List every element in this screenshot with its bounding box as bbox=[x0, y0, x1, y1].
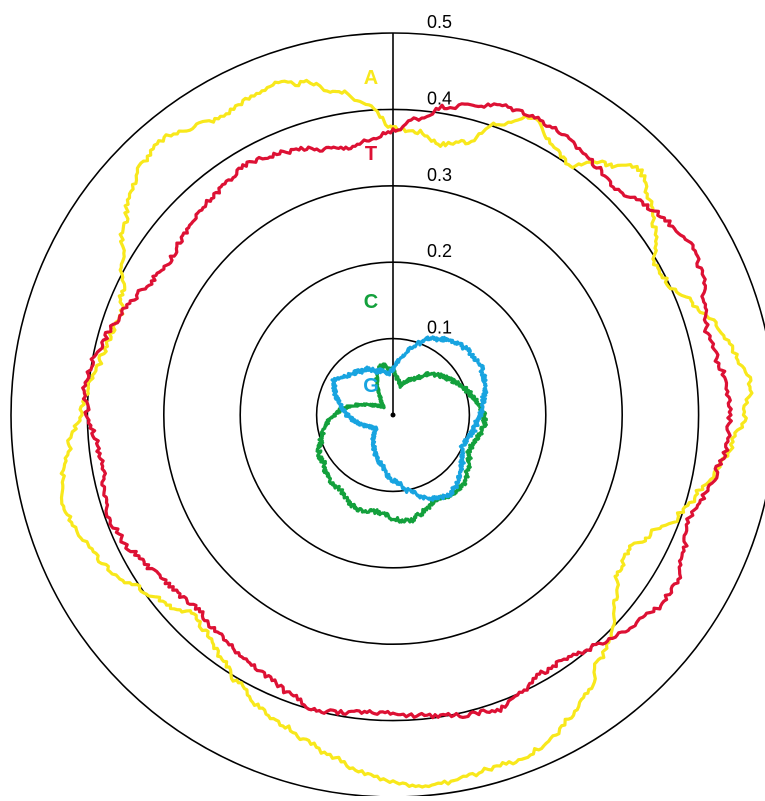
series-T-trace bbox=[81, 102, 733, 720]
origin-point bbox=[390, 412, 396, 418]
tick-label-0.3: 0.3 bbox=[427, 165, 452, 185]
tick-label-0.1: 0.1 bbox=[427, 318, 452, 338]
radial-rings bbox=[10, 32, 765, 798]
series-A-trace bbox=[59, 78, 754, 789]
series-label-G: G bbox=[363, 375, 379, 397]
series-G-trace bbox=[330, 335, 489, 502]
tick-label-0.4: 0.4 bbox=[427, 88, 452, 108]
series-label-T: T bbox=[365, 143, 377, 165]
tick-label-0.2: 0.2 bbox=[427, 241, 452, 261]
series-C-trace bbox=[315, 362, 488, 524]
series-label-C: C bbox=[364, 291, 378, 313]
radial-tick-labels: 0.1 0.2 0.3 0.4 0.5 bbox=[427, 12, 452, 338]
tick-label-0.5: 0.5 bbox=[427, 12, 452, 32]
series-label-A: A bbox=[364, 67, 378, 89]
ring-0.5 bbox=[10, 32, 765, 798]
series-traces bbox=[59, 78, 754, 789]
series-labels: A T C G bbox=[363, 67, 379, 397]
